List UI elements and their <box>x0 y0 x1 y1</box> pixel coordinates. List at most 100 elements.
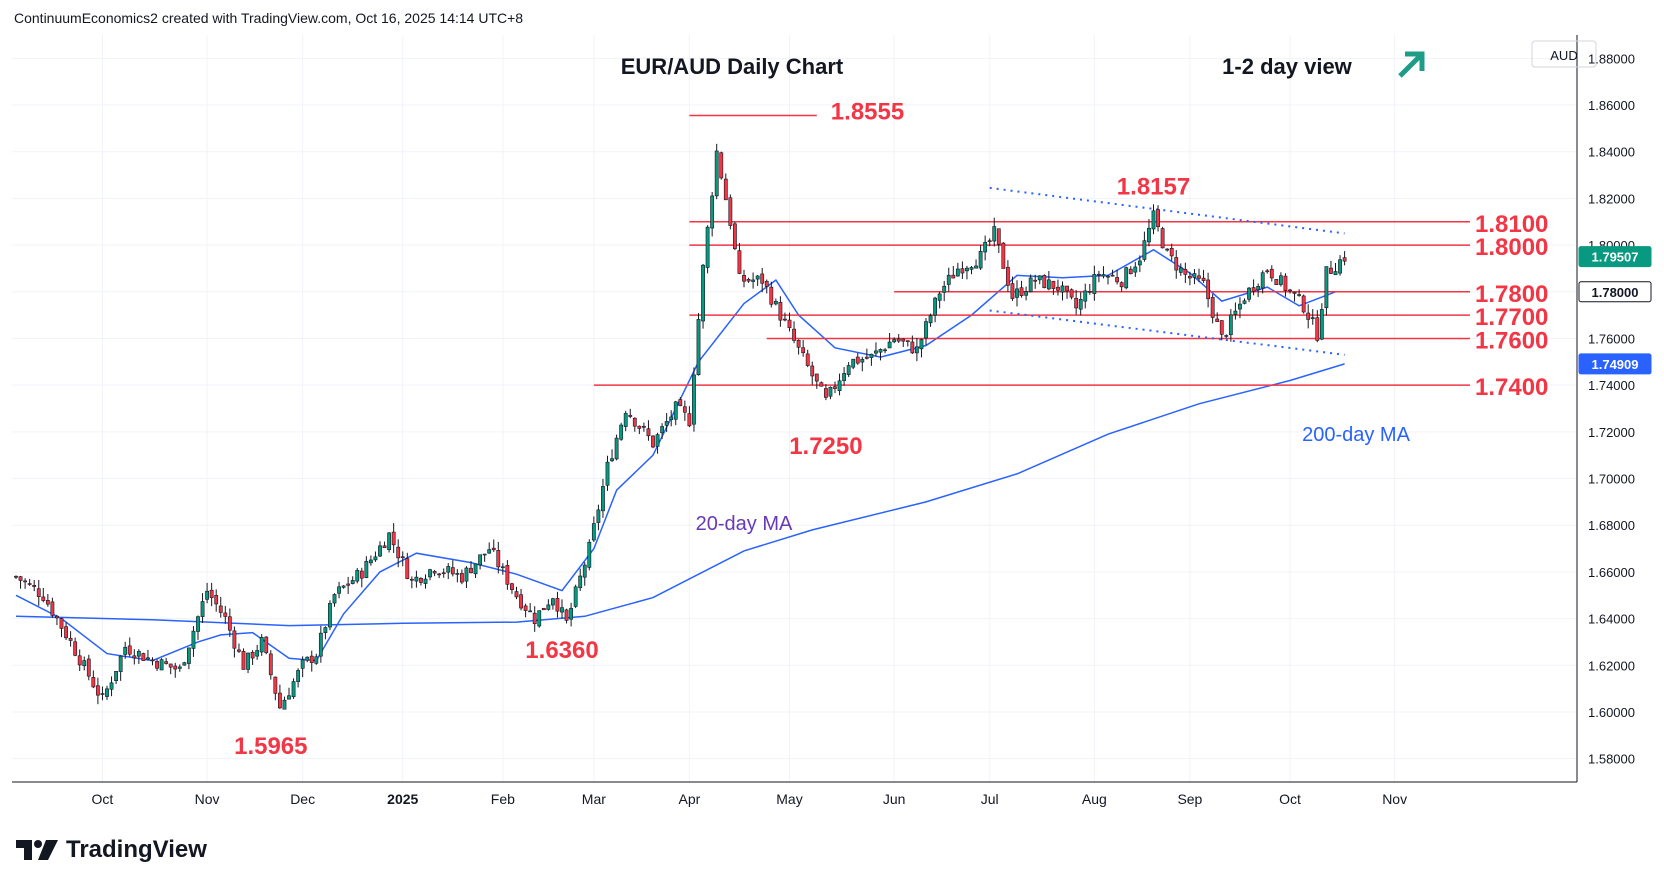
currency-button[interactable] <box>1531 40 1597 68</box>
candle-body <box>1037 275 1042 281</box>
candle-body <box>814 373 819 382</box>
candle-body <box>68 637 73 641</box>
candle-body <box>1001 242 1006 269</box>
y-tick-label: 1.64000 <box>1588 612 1635 627</box>
candle-body <box>232 630 237 649</box>
candle-body <box>851 358 856 368</box>
candle-body <box>237 649 241 652</box>
candle-body <box>1315 317 1320 341</box>
candle-body <box>1319 309 1324 340</box>
candle-body <box>1160 228 1165 249</box>
candle-body <box>669 416 674 421</box>
candle-body <box>164 661 169 664</box>
candle-body <box>842 373 847 381</box>
time-axis[interactable]: Oct Nov Dec 2025 Feb Mar Apr May Jun Jul Aug Sep Oct… <box>12 781 1577 807</box>
candle-body <box>746 278 751 282</box>
candle-body <box>723 178 728 201</box>
candle-body <box>73 641 78 656</box>
candle-body <box>328 603 332 628</box>
candle-body <box>1106 275 1110 278</box>
candle-body <box>282 699 287 710</box>
candle-body <box>992 226 997 242</box>
candle-body <box>1124 267 1129 289</box>
candle-body <box>36 588 41 597</box>
candle-body <box>769 286 774 305</box>
candle-body <box>682 406 687 413</box>
ma200-line <box>15 363 1345 627</box>
level-label: 1.7400 <box>1475 374 1548 401</box>
candle-body <box>1015 288 1019 298</box>
candle-body <box>573 586 578 607</box>
candle-body <box>1274 279 1279 285</box>
candle-body <box>937 293 942 301</box>
candle-body <box>610 458 614 462</box>
candle-body <box>428 569 432 578</box>
candle-body <box>1338 259 1342 274</box>
candle-body <box>337 586 341 594</box>
candle-body <box>855 356 860 364</box>
candle-body <box>50 601 55 616</box>
tradingview-logo[interactable]: TradingView <box>16 836 207 864</box>
price-axis[interactable]: 1.880001.860001.840001.820001.800001.780… <box>1576 35 1652 782</box>
candle-body <box>1197 275 1201 279</box>
candle-body <box>1306 312 1311 320</box>
candle-body <box>696 319 701 376</box>
candle-body <box>1288 289 1292 292</box>
candle-body <box>105 688 109 697</box>
candle-body <box>1269 268 1274 279</box>
candle-body <box>591 523 596 541</box>
y-tick-label: 1.62000 <box>1588 658 1635 673</box>
candle-body <box>974 265 978 269</box>
candle-body <box>541 607 546 611</box>
price-annotation: 1.8555 <box>831 99 904 126</box>
candle-body <box>264 636 269 654</box>
candle-body <box>350 580 355 584</box>
candle-body <box>869 353 874 358</box>
candle-body <box>314 656 319 664</box>
candle-body <box>1242 300 1247 304</box>
candle-body <box>773 300 778 305</box>
candle-body <box>701 264 705 322</box>
price-annotation: 1.6360 <box>525 637 598 664</box>
candle-body <box>519 594 523 609</box>
candle-body <box>23 580 28 583</box>
x-tick-label: Mar <box>582 791 606 807</box>
price-annotation: 1.7250 <box>789 433 862 460</box>
candle-body <box>419 577 423 583</box>
candle-body <box>173 665 178 670</box>
candle-body <box>305 656 310 661</box>
x-tick-label: Dec <box>290 791 315 807</box>
candle-body <box>1133 266 1138 273</box>
candle-body <box>364 560 369 578</box>
candle-body <box>955 268 960 277</box>
candle-body <box>491 547 496 551</box>
candle-body <box>55 615 59 619</box>
candle-body <box>860 359 865 363</box>
candle-body <box>309 655 314 663</box>
candle-body <box>355 570 360 582</box>
candle-body <box>1142 240 1147 260</box>
candle-body <box>919 339 924 350</box>
candle-body <box>1069 289 1074 298</box>
candle-body <box>1183 269 1188 275</box>
candle-body <box>778 301 783 321</box>
candle-body <box>136 651 141 657</box>
candle-body <box>601 486 605 512</box>
y-tick-label: 1.76000 <box>1588 331 1635 346</box>
candle-body <box>296 670 301 682</box>
candle-body <box>473 563 478 575</box>
y-tick-label: 1.72000 <box>1588 425 1635 440</box>
candle-body <box>523 605 528 611</box>
candle-body <box>1174 257 1179 271</box>
candle-body <box>578 575 583 589</box>
candle-body <box>250 651 255 659</box>
candle-body <box>1115 277 1120 283</box>
candle-body <box>933 297 938 316</box>
trendlines <box>989 186 1345 356</box>
candle-body <box>883 349 887 352</box>
candle-body <box>346 583 351 586</box>
x-tick-label: Nov <box>1382 791 1407 807</box>
candle-body <box>1078 299 1083 310</box>
annotations: 1.8555 1.8157 1.7250 1.6360 1.5965 <box>234 99 1190 761</box>
candle-body <box>141 653 146 661</box>
